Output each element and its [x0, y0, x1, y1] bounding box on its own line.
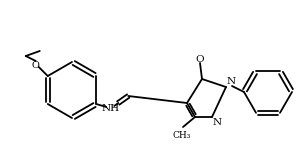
Text: NH: NH: [101, 104, 119, 113]
Text: N: N: [213, 118, 222, 127]
Text: CH₃: CH₃: [173, 131, 191, 140]
Text: N: N: [227, 77, 236, 86]
Text: O: O: [196, 55, 204, 63]
Text: O: O: [32, 61, 40, 70]
